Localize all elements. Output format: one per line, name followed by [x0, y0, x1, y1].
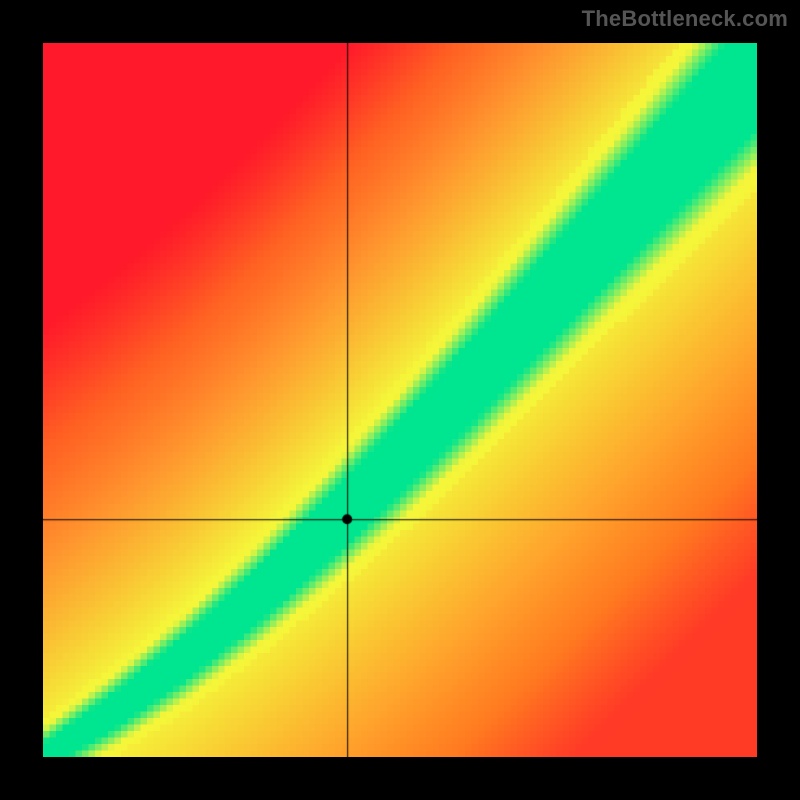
- crosshair-overlay: [43, 43, 757, 757]
- watermark-text: TheBottleneck.com: [582, 6, 788, 32]
- chart-container: { "watermark": { "text": "TheBottleneck.…: [0, 0, 800, 800]
